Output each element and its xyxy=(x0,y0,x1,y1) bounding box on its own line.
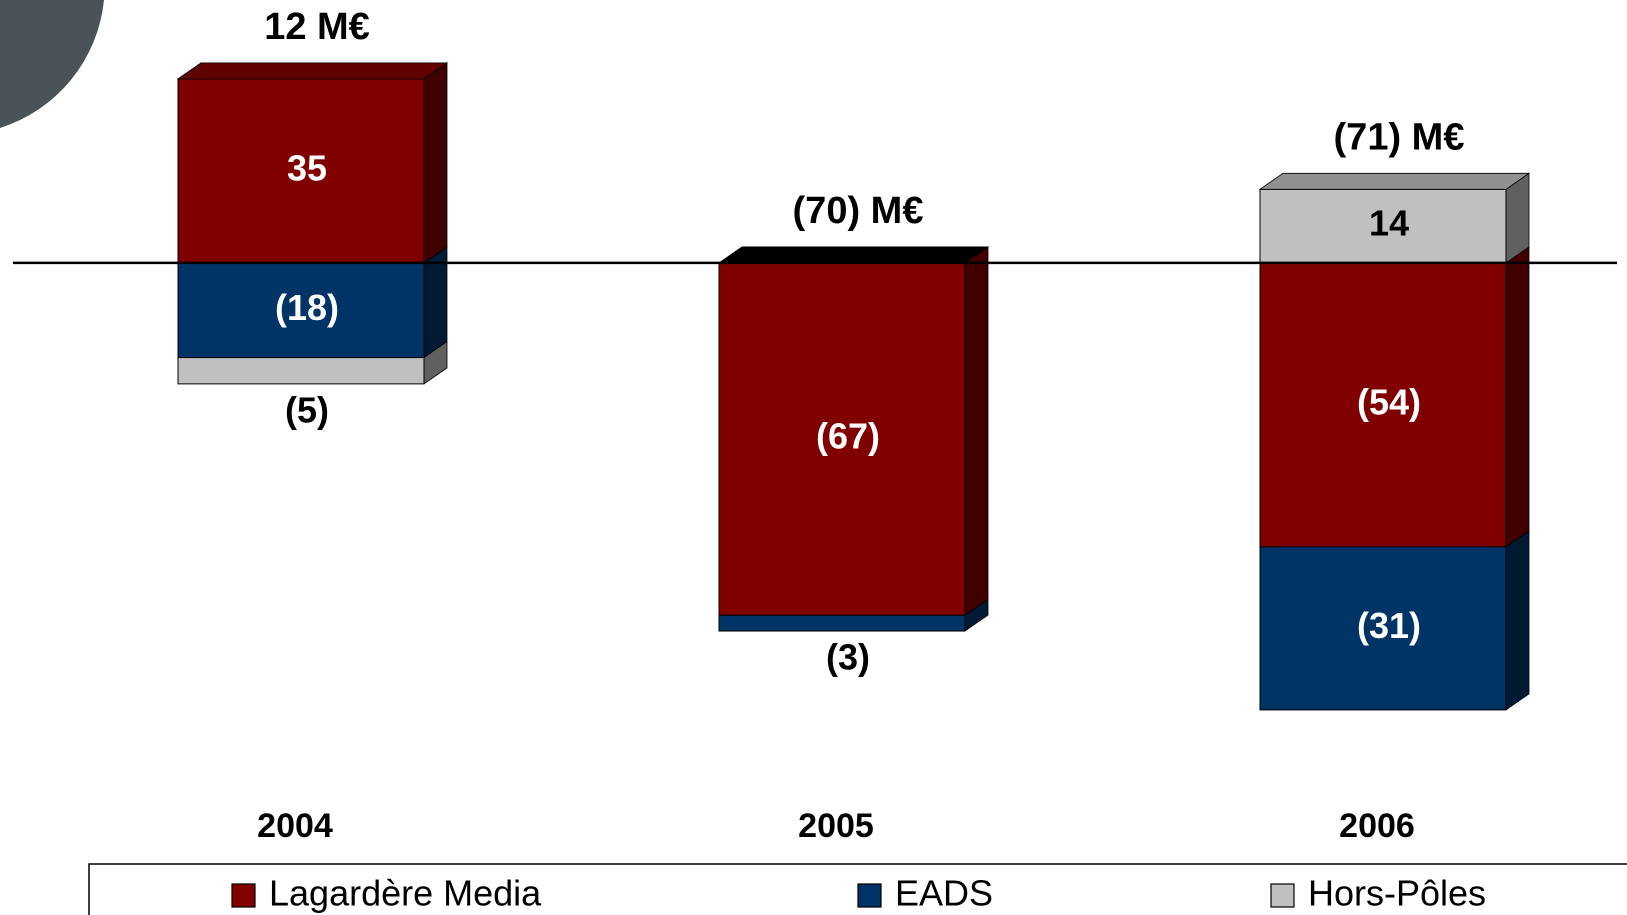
total-label: (70) M€ xyxy=(793,190,924,232)
x-tick-label: 2004 xyxy=(257,807,333,845)
value-label: (5) xyxy=(285,389,329,430)
legend-label: Hors-Pôles xyxy=(1308,873,1486,914)
value-label: (31) xyxy=(1357,605,1421,646)
bar-top xyxy=(717,246,990,264)
value-label: 14 xyxy=(1369,203,1409,244)
bar xyxy=(177,357,425,385)
value-label: (18) xyxy=(275,287,339,328)
bar xyxy=(1259,546,1507,711)
legend-swatch xyxy=(1270,883,1295,908)
value-label: 35 xyxy=(287,147,327,188)
bar-side xyxy=(1505,246,1530,548)
bar xyxy=(718,614,966,632)
total-label: 12 M€ xyxy=(264,6,370,48)
value-label: (54) xyxy=(1357,381,1421,422)
total-label: (71) M€ xyxy=(1334,116,1465,158)
bar-top xyxy=(1258,172,1531,190)
bar-side xyxy=(1505,530,1530,711)
legend-swatch xyxy=(857,883,882,908)
bar-side xyxy=(964,246,989,617)
bar xyxy=(718,262,966,616)
bar xyxy=(177,78,425,264)
legend-label: EADS xyxy=(895,873,993,914)
x-tick-label: 2005 xyxy=(798,807,874,845)
value-label: (67) xyxy=(816,416,880,457)
bar xyxy=(177,262,425,359)
value-label: (3) xyxy=(826,637,870,678)
x-tick-label: 2006 xyxy=(1339,807,1415,845)
bar xyxy=(1259,262,1507,548)
photo-corner xyxy=(0,0,104,128)
bar-side xyxy=(423,62,448,264)
bar-top xyxy=(176,62,449,80)
legend-label: Lagardère Media xyxy=(269,873,542,914)
legend-swatch xyxy=(231,883,256,908)
